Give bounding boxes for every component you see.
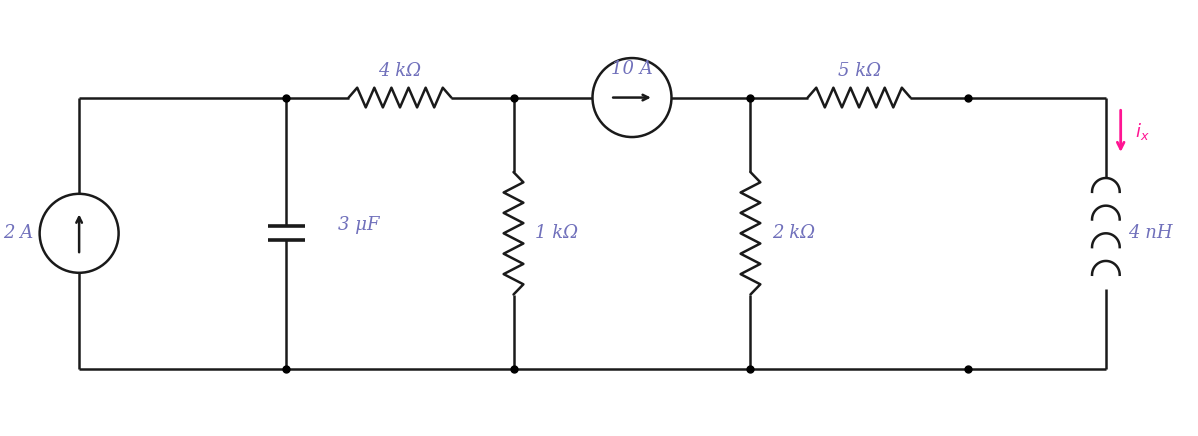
- Text: 10 A: 10 A: [611, 60, 653, 78]
- Text: 2 kΩ: 2 kΩ: [773, 224, 815, 242]
- Text: 1 kΩ: 1 kΩ: [536, 224, 579, 242]
- Text: 4 nH: 4 nH: [1127, 224, 1172, 242]
- Text: 3 μF: 3 μF: [338, 216, 380, 235]
- Text: 2 A: 2 A: [2, 224, 34, 242]
- Text: $i_x$: $i_x$: [1135, 121, 1149, 142]
- Text: 5 kΩ: 5 kΩ: [837, 62, 881, 80]
- Text: 4 kΩ: 4 kΩ: [379, 62, 422, 80]
